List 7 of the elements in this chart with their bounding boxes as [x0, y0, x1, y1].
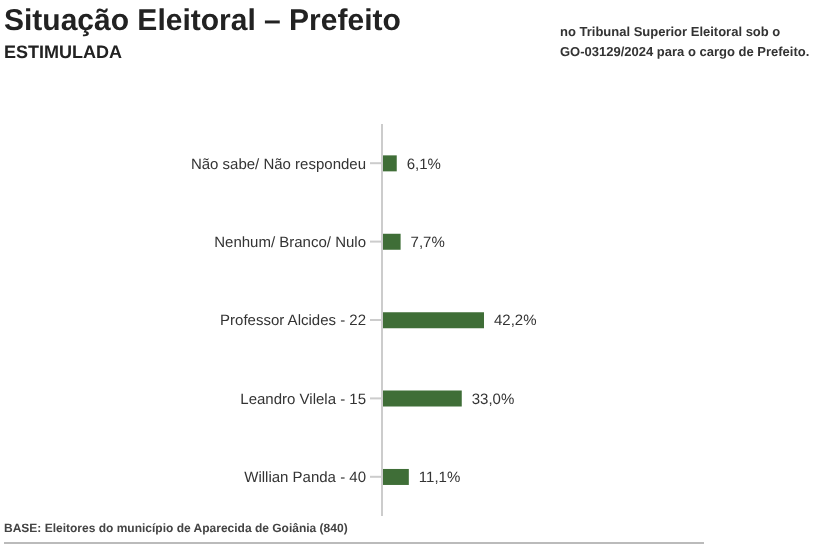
text: ESTIMULADA: [4, 42, 122, 62]
bar: [382, 155, 397, 172]
bar: [382, 468, 409, 485]
bar: [382, 233, 401, 250]
bar: [382, 312, 484, 329]
chart-title: Situação Eleitoral – Prefeito: [4, 4, 401, 38]
bar: [382, 390, 462, 407]
